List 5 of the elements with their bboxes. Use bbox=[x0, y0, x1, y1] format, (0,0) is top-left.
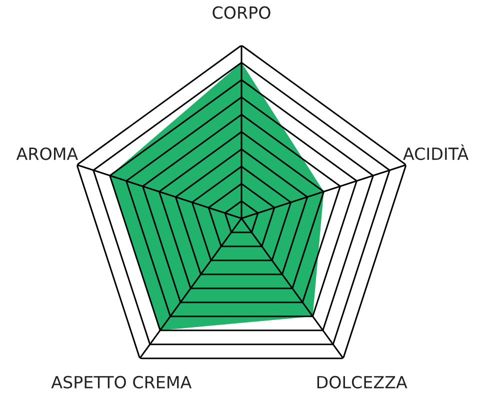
spoke-label: CORPO bbox=[212, 6, 270, 19]
spoke-label: ACIDITÀ bbox=[403, 144, 469, 160]
spoke-label: ASPETTO CREMA bbox=[51, 376, 192, 388]
spoke-label: DOLCEZZA bbox=[317, 376, 408, 388]
spoke-label: AROMA bbox=[16, 147, 78, 160]
